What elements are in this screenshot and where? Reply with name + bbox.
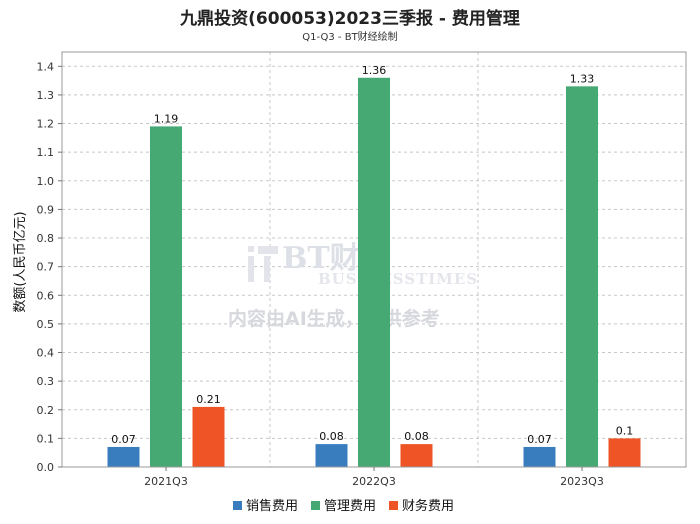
y-tick-label: 0.0 [37,461,55,474]
data-label: 0.07 [111,433,136,446]
x-tick-label: 2022Q3 [352,475,396,488]
data-label: 1.19 [154,112,179,125]
y-tick-label: 1.1 [37,146,55,159]
data-label: 0.1 [616,424,634,437]
bar-2022Q3-管理费用 [358,77,390,468]
bar-2021Q3-财务费用 [192,406,225,467]
data-label: 1.36 [362,64,387,77]
y-tick-label: 0.6 [37,289,55,302]
y-tick-label: 0.9 [37,203,55,216]
data-label: 0.08 [404,430,429,443]
bar-2021Q3-管理费用 [150,126,182,468]
bar-2023Q3-销售费用 [523,446,556,467]
bar-2021Q3-销售费用 [107,446,140,467]
chart-title: 九鼎投资(600053)2023三季报 - 费用管理 [180,9,520,29]
y-tick-label: 1.4 [37,60,55,73]
x-tick-label: 2021Q3 [144,475,188,488]
bar-2022Q3-财务费用 [400,444,433,467]
data-labels: 0.07 1.19 0.21 0.08 1.36 0.08 0.07 1.33 0.1 [111,64,633,446]
bar-2022Q3-销售费用 [315,444,348,467]
data-label: 0.08 [319,430,344,443]
bars [107,77,641,468]
x-tick-label: 2023Q3 [560,475,604,488]
y-tick-label: 1.3 [37,89,55,102]
bar-2023Q3-财务费用 [608,438,641,467]
y-tick-label: 0.8 [37,232,55,245]
legend-swatch [311,501,320,510]
data-label: 0.07 [527,433,552,446]
watermark-notice: 内容由AI生成，仅供参考 [228,307,440,330]
legend: 销售费用 管理费用 财务费用 [233,498,454,514]
legend-swatch [389,501,398,510]
y-tick-label: 0.4 [37,347,55,360]
axes: 0.0 0.1 0.2 0.3 0.4 0.5 0.6 0.7 0.8 0.9 1.0 1.1 1.2 1… [37,51,687,488]
y-tick-label: 0.3 [37,375,55,388]
y-tick-label: 0.1 [37,432,55,445]
y-tick-label: 0.5 [37,318,55,331]
data-label: 1.33 [570,72,595,85]
watermark: BT财经 BUSINESSTIMES 内容由AI生成，仅供参考 [228,241,478,330]
chart-subtitle: Q1-Q3 - BT财经绘制 [302,32,398,43]
y-tick-label: 1.0 [37,175,55,188]
data-label: 0.21 [196,393,221,406]
legend-label: 销售费用 [246,498,298,514]
legend-label: 财务费用 [402,498,454,514]
y-tick-label: 0.2 [37,404,55,417]
legend-label: 管理费用 [324,499,376,514]
y-axis-label: 数额(人民币亿元) [13,211,28,312]
watermark-logo-icon [248,246,278,282]
y-tick-label: 1.2 [37,118,55,131]
y-tick-label: 0.7 [37,261,55,274]
legend-swatch [233,501,242,510]
watermark-brand-text: BUSINESSTIMES [318,270,478,288]
bar-2023Q3-管理费用 [566,86,598,468]
